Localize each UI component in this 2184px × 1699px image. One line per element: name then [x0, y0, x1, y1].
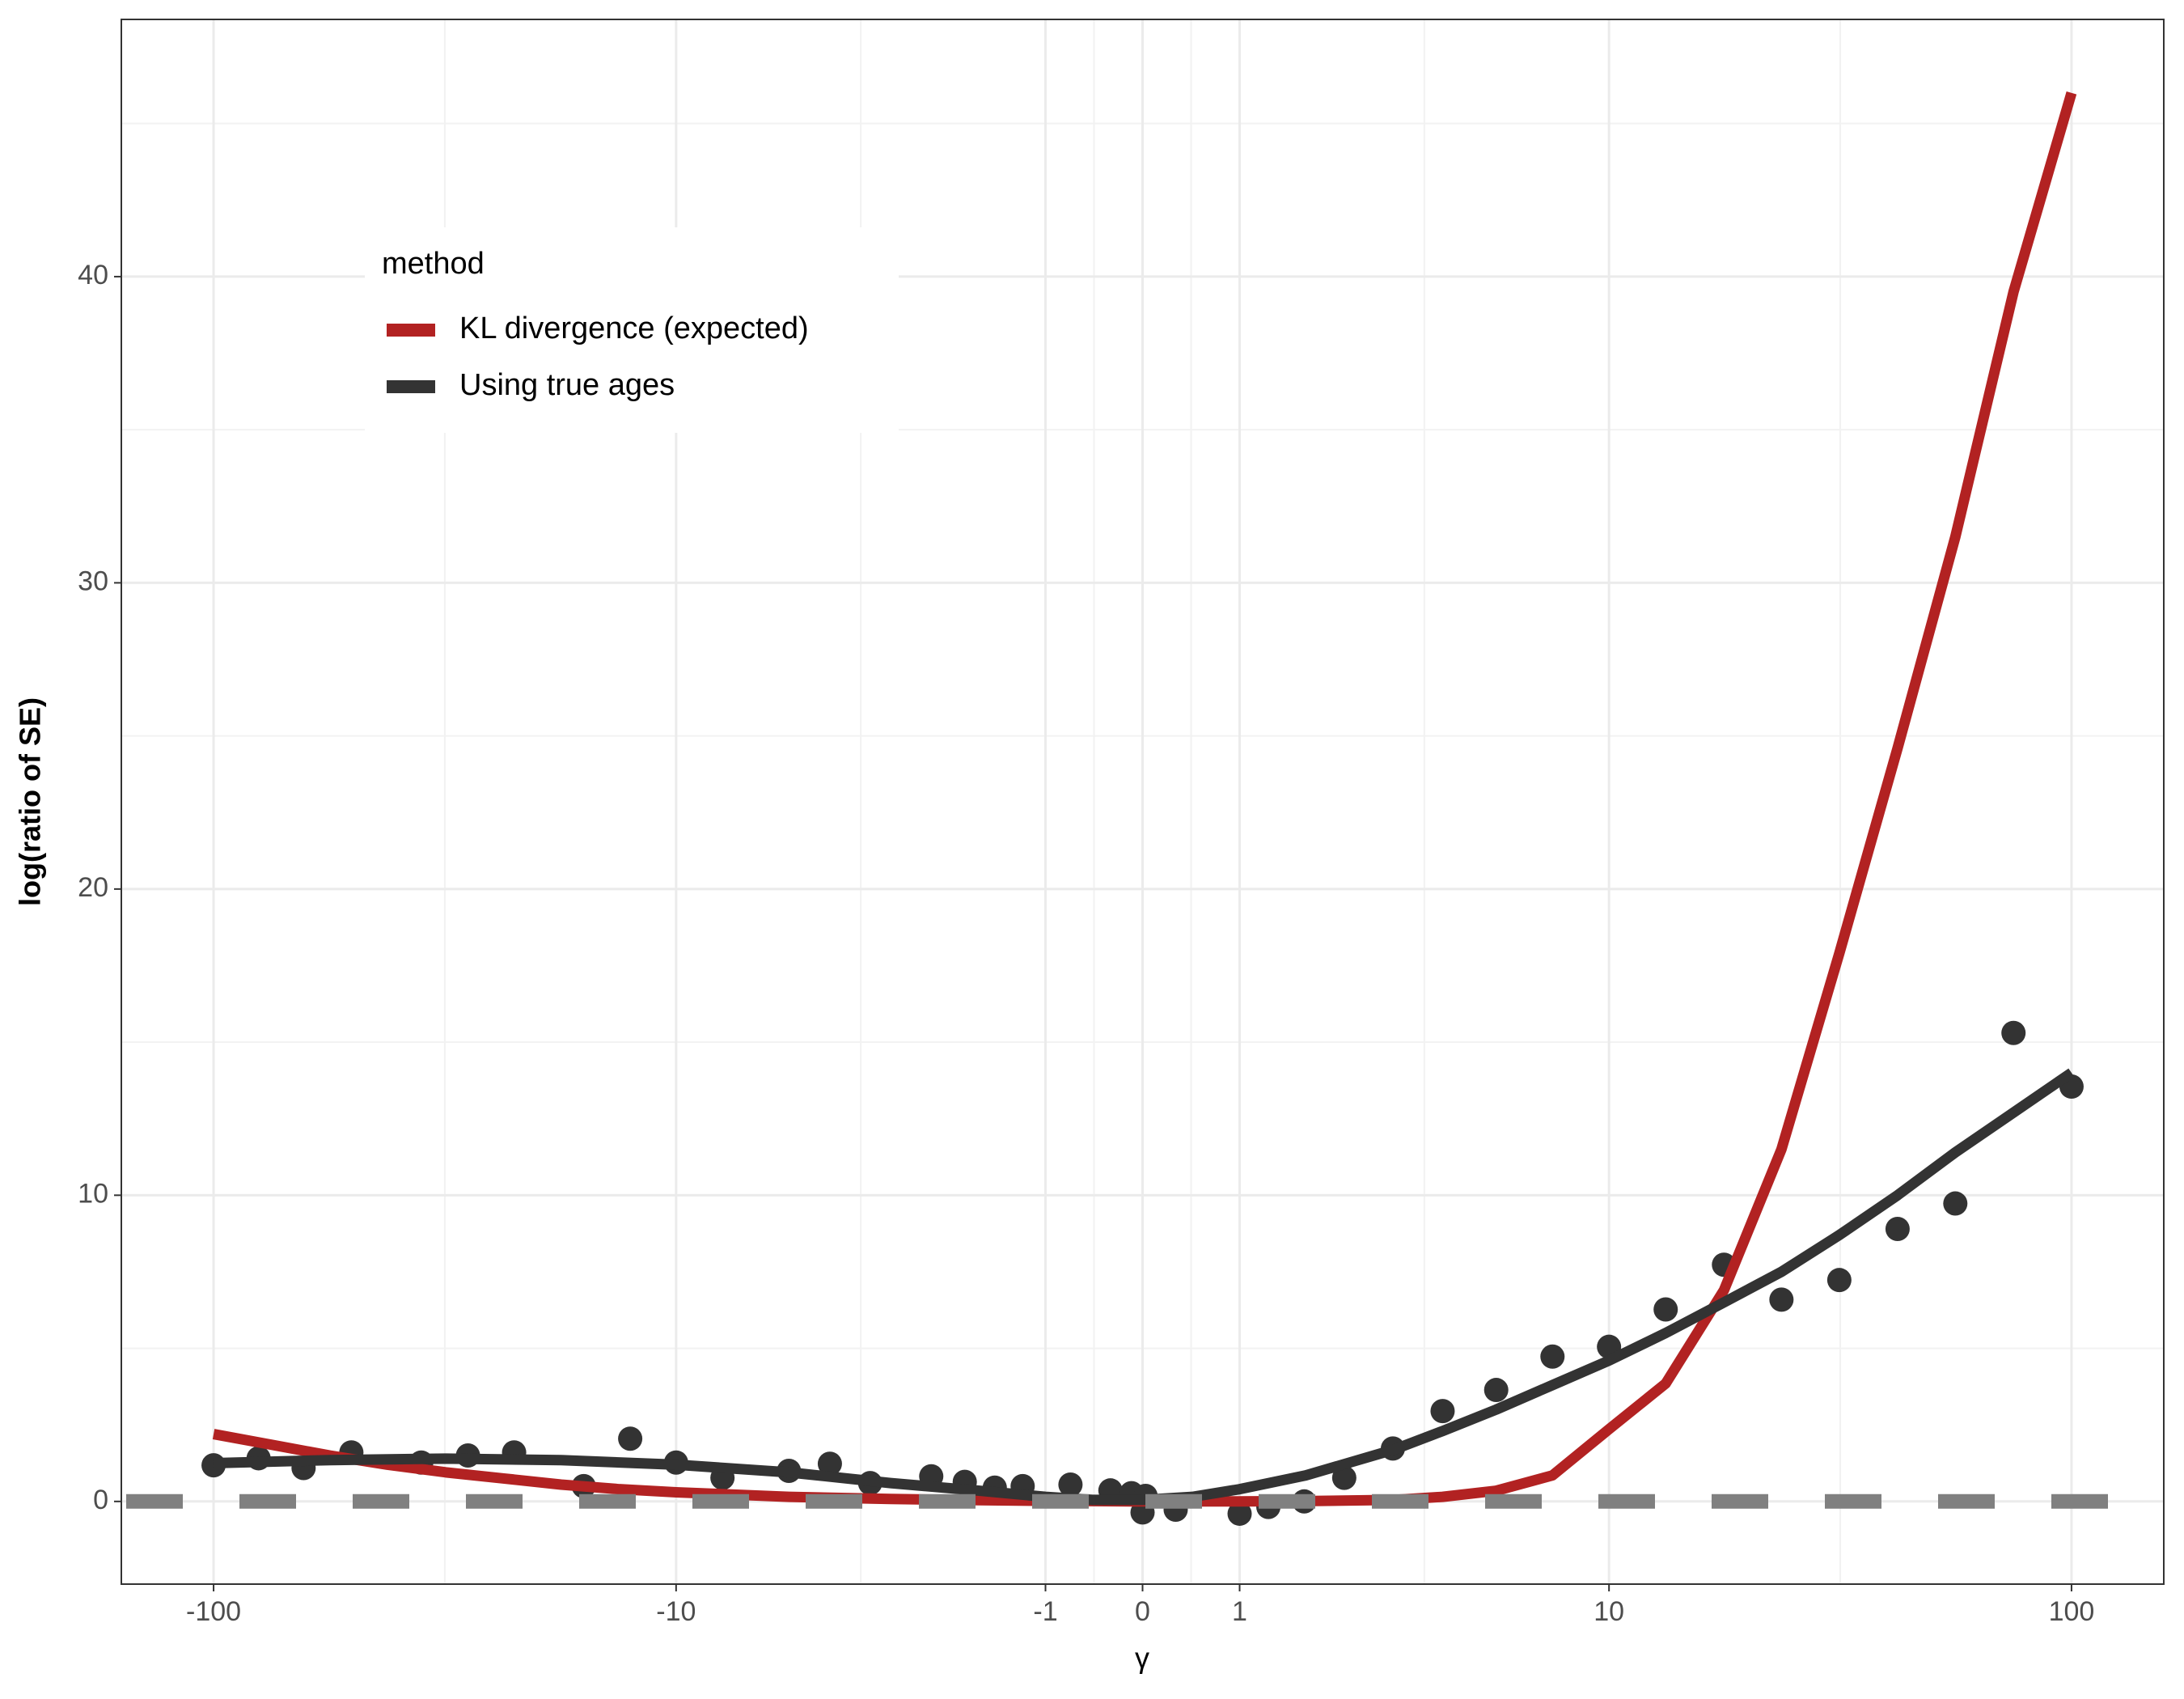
x-axis-title: γ: [1135, 1642, 1149, 1675]
y-tick-label: 20: [78, 872, 108, 903]
point: [1430, 1399, 1455, 1424]
y-axis-title: log(ratio of SE): [14, 697, 47, 906]
point: [1227, 1501, 1252, 1526]
x-tick-label: 10: [1594, 1596, 1624, 1627]
legend-key: [387, 380, 435, 393]
x-tick-label: 1: [1232, 1596, 1247, 1627]
line: [213, 1068, 2075, 1506]
grid: [121, 19, 2164, 1584]
x-tick-label: 0: [1135, 1596, 1150, 1627]
x-tick-label: -1: [1033, 1596, 1057, 1627]
legend-background: [365, 227, 899, 433]
point: [1331, 1465, 1357, 1490]
y-tick-label: 30: [78, 566, 108, 596]
legend-label: Using true ages: [459, 368, 675, 402]
point: [1943, 1191, 1968, 1216]
legend-key: [387, 324, 435, 337]
point: [1058, 1472, 1083, 1497]
point: [618, 1426, 643, 1451]
point: [817, 1451, 842, 1477]
x-tick-label: -100: [186, 1596, 241, 1627]
point: [1484, 1378, 1509, 1403]
x-tick-label: 100: [2049, 1596, 2095, 1627]
point: [1885, 1216, 1910, 1241]
point: [1769, 1287, 1794, 1312]
point: [1540, 1344, 1565, 1369]
legend-label: KL divergence (expected): [459, 311, 809, 345]
marks: [121, 91, 2164, 1526]
y-tick-label: 10: [78, 1178, 108, 1209]
x-tick-label: -10: [656, 1596, 696, 1627]
y-tick-label: 40: [78, 260, 108, 290]
legend: method KL divergence (expected) Using tru…: [365, 227, 899, 433]
point: [1826, 1268, 1852, 1293]
y-tick-label: 0: [93, 1485, 108, 1515]
legend-title: method: [382, 247, 485, 281]
point: [1653, 1297, 1678, 1322]
point: [2001, 1020, 2026, 1045]
